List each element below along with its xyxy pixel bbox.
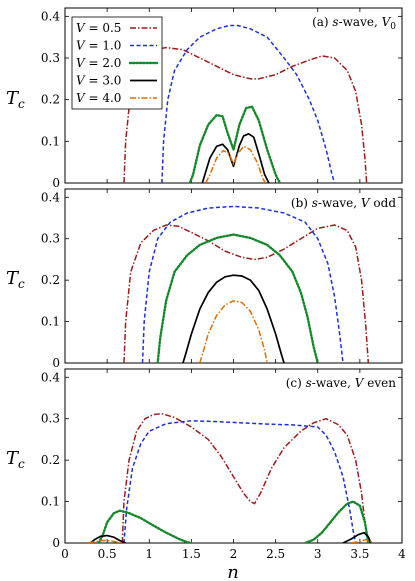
series-line-v20 bbox=[156, 233, 319, 363]
x-tick-label: 2 bbox=[230, 547, 238, 561]
x-tick-label: 1 bbox=[145, 547, 153, 561]
y-tick-label: 0.2 bbox=[41, 273, 60, 287]
x-tick-label: 4 bbox=[398, 547, 406, 561]
legend: V = 0.5 V = 1.0 V = 2.0 V = 3.0 V = 4.0 bbox=[71, 16, 163, 110]
series-line-v10 bbox=[123, 420, 357, 543]
x-tick-label: 3.5 bbox=[350, 547, 369, 561]
series-line-v30 bbox=[201, 132, 270, 183]
series-line-v30-b bbox=[342, 531, 372, 543]
panel-c: 0 0.1 0.2 0.3 0.4 0 0.5 1 1.5 2 2.5 3 3.5 4 (c) s-wave… bbox=[41, 368, 406, 561]
y-tick-label: 0.2 bbox=[41, 93, 60, 107]
legend-label: V = 2.0 bbox=[76, 56, 121, 70]
panel-annotation: (c) s-wave, V even bbox=[286, 376, 397, 390]
series-line-v40 bbox=[205, 145, 267, 183]
series-line-v10 bbox=[141, 205, 344, 363]
y-tick-label: 0.4 bbox=[41, 9, 60, 23]
series-line-v20 bbox=[188, 105, 282, 183]
series-line-v40 bbox=[199, 300, 268, 363]
panel-a: 0 0.1 0.2 0.3 0.4 (a) s-wave, V0 bbox=[41, 7, 403, 190]
series-line-v10 bbox=[161, 24, 336, 183]
y-tick-label: 0.3 bbox=[41, 51, 60, 65]
y-tick-label: 0 bbox=[52, 176, 60, 190]
y-tick-label: 0.2 bbox=[41, 453, 60, 467]
panel-b: 0 0.1 0.2 0.3 0.4 (b) s-wave, V odd bbox=[41, 188, 403, 370]
x-tick-label: 3 bbox=[314, 547, 322, 561]
ylabel-a: Tc bbox=[6, 88, 25, 111]
xlabel: n bbox=[227, 562, 239, 581]
x-tick-label: 1.5 bbox=[182, 547, 201, 561]
y-tick-label: 0 bbox=[52, 536, 60, 550]
ylabel-c: Tc bbox=[6, 448, 25, 471]
x-tick-label: 0 bbox=[61, 547, 69, 561]
series-line-v40 bbox=[88, 539, 123, 543]
series-line-v20 bbox=[97, 509, 193, 543]
y-tick-label: 0.4 bbox=[41, 190, 60, 204]
x-tick-label: 0.5 bbox=[98, 547, 117, 561]
legend-label: V = 4.0 bbox=[76, 91, 121, 105]
y-tick-label: 0.3 bbox=[41, 232, 60, 246]
panel-annotation: (b) s-wave, V odd bbox=[291, 196, 396, 210]
series-line-v40-b bbox=[351, 538, 374, 543]
legend-label: V = 0.5 bbox=[76, 21, 121, 35]
series-line-v05 bbox=[123, 224, 370, 363]
y-tick-label: 0.1 bbox=[41, 134, 60, 148]
y-tick-label: 0 bbox=[52, 356, 60, 370]
y-tick-label: 0.3 bbox=[41, 412, 60, 426]
y-tick-label: 0.1 bbox=[41, 495, 60, 509]
series-line-v05 bbox=[123, 46, 368, 183]
x-tick-label: 2.5 bbox=[266, 547, 285, 561]
series-line-v30 bbox=[182, 274, 285, 363]
legend-label: V = 1.0 bbox=[76, 39, 121, 53]
series-line-v30 bbox=[89, 534, 126, 543]
ylabel-b: Tc bbox=[6, 268, 25, 291]
panel-annotation: (a) s-wave, V0 bbox=[312, 15, 396, 32]
y-tick-label: 0.4 bbox=[41, 370, 60, 384]
y-tick-label: 0.1 bbox=[41, 315, 60, 329]
series-line-v20-b bbox=[303, 500, 370, 543]
legend-label: V = 3.0 bbox=[76, 74, 121, 88]
series-line-v05 bbox=[121, 412, 370, 543]
